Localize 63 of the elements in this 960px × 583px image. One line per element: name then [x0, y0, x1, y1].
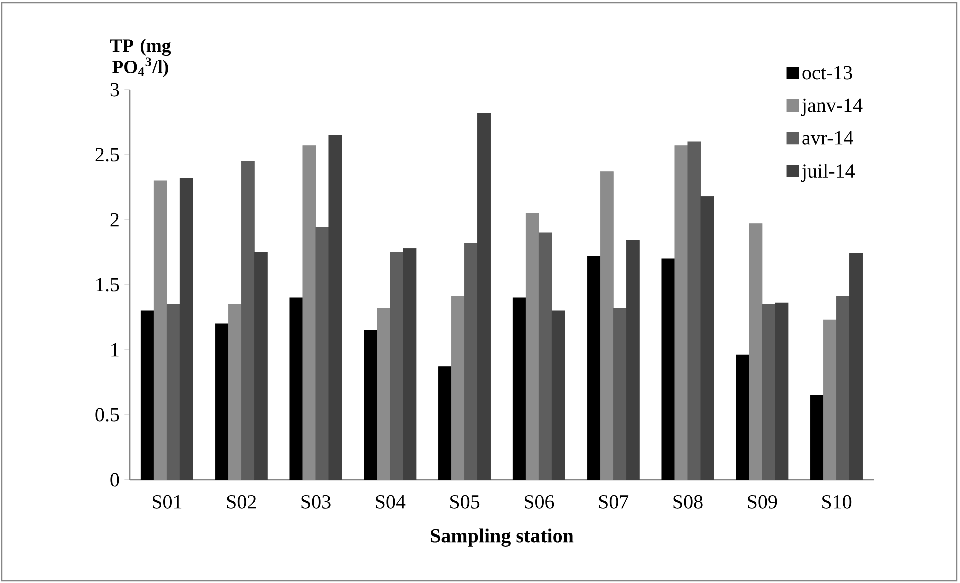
bar: [700, 196, 714, 480]
bar: [587, 256, 601, 480]
bar: [390, 252, 404, 480]
bar: [180, 178, 194, 480]
legend-label: juil-14: [801, 164, 855, 182]
bar: [512, 298, 526, 480]
bar: [600, 172, 614, 480]
bar: [478, 113, 492, 480]
bar: [452, 296, 466, 480]
bar: [749, 224, 763, 480]
bar: [552, 310, 566, 480]
bar: [836, 296, 850, 480]
bar: [215, 324, 229, 480]
bar: [762, 304, 776, 480]
bar: [302, 146, 316, 480]
x-tick-label: S05: [450, 495, 480, 509]
y-tick-label: 2: [110, 213, 119, 227]
bar: [364, 330, 378, 480]
bar: [674, 146, 688, 480]
x-tick-label: S07: [599, 495, 629, 509]
x-axis-title: Sampling station: [431, 528, 574, 547]
x-tick-label: S01: [152, 495, 182, 509]
bar: [662, 258, 676, 480]
y-tick-label: 1: [112, 343, 119, 357]
bar: [850, 254, 864, 480]
bar: [775, 302, 789, 480]
y-tick-label: 1.5: [96, 278, 120, 292]
y-axis-title: TP (mg PO$_{4}$$^{3}$/l): [110, 39, 172, 78]
bar: [140, 310, 154, 480]
legend-label: avr-14: [802, 131, 854, 145]
bar: [254, 252, 268, 480]
bar: [241, 161, 255, 480]
x-tick-label: S04: [376, 495, 406, 509]
x-tick-label: S10: [822, 495, 852, 509]
bar: [290, 298, 304, 480]
bar: [526, 213, 540, 480]
legend-label: janv-14: [801, 98, 863, 116]
bar: [688, 142, 702, 480]
bar: [626, 240, 640, 480]
bar: [538, 232, 552, 480]
bar: [377, 308, 391, 480]
y-tick-label: 0: [110, 473, 120, 487]
bar: [810, 395, 824, 480]
x-tick-label: S06: [524, 495, 554, 509]
bar: [328, 135, 342, 480]
bar: [154, 180, 168, 480]
x-tick-label: S08: [674, 495, 703, 509]
bar: [316, 228, 330, 480]
bar: [464, 243, 478, 480]
y-tick-label: 0.5: [96, 408, 120, 422]
bar: [438, 366, 452, 480]
bar: [403, 248, 417, 480]
x-tick-label: S03: [302, 495, 331, 509]
bar: [166, 304, 180, 480]
y-tick-label: 3: [110, 83, 120, 97]
bar: [613, 308, 627, 480]
x-tick-label: S09: [748, 495, 778, 509]
bar: [736, 354, 750, 480]
legend-label: oct-13: [802, 66, 852, 80]
y-tick-label: 2.5: [96, 148, 120, 162]
bar: [824, 320, 838, 480]
bar: [228, 304, 242, 480]
x-tick-label: S02: [227, 495, 256, 509]
